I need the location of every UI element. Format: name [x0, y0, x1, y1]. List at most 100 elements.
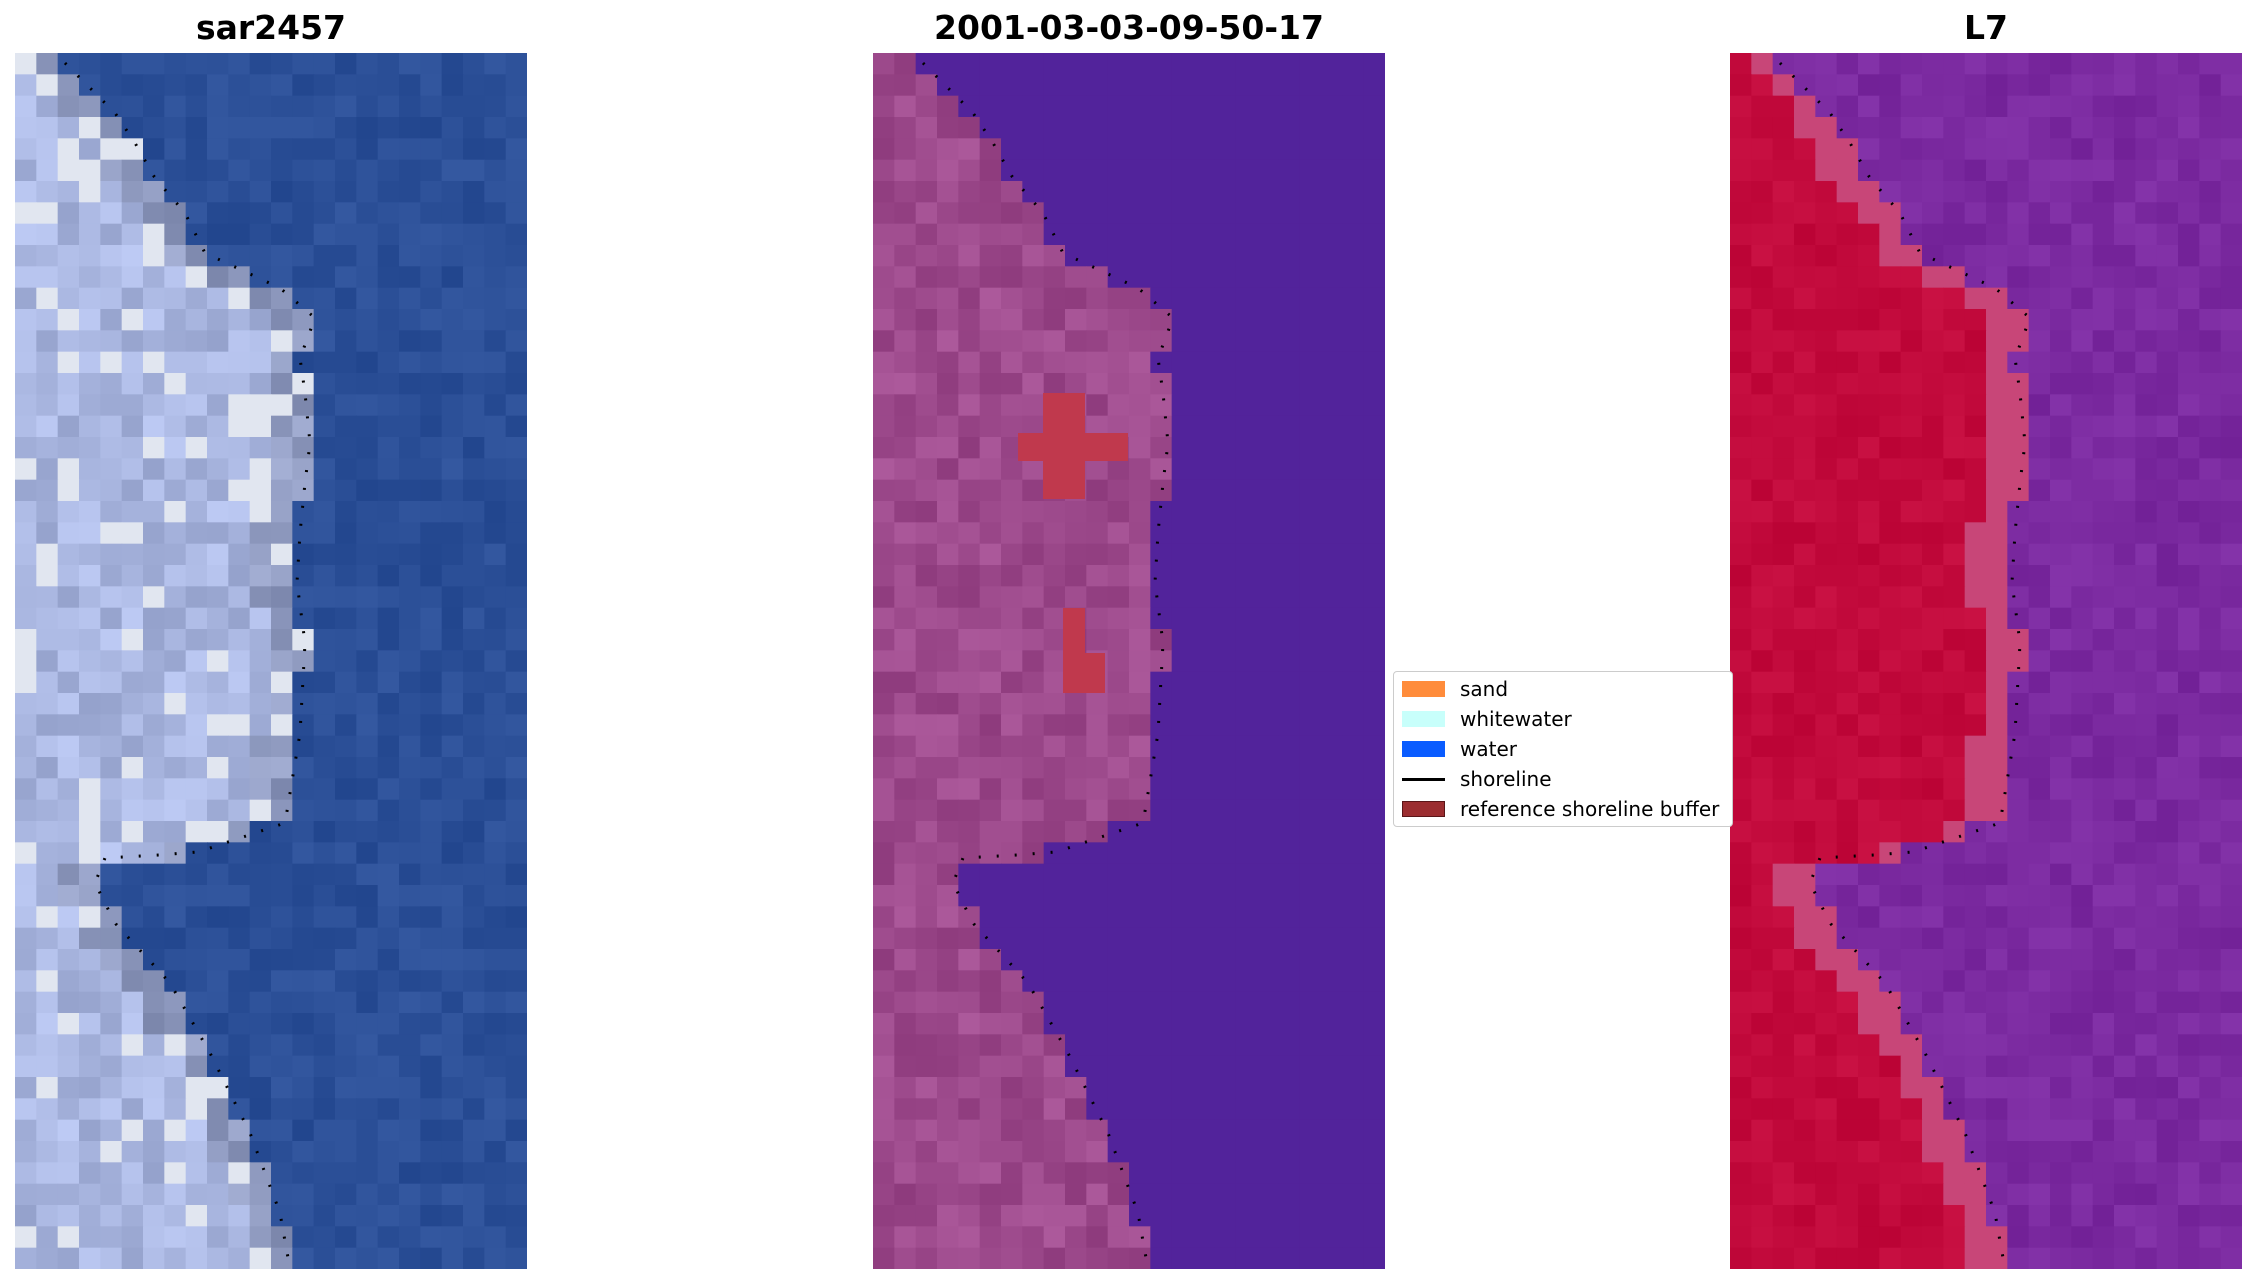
image-pixel [2135, 287, 2158, 310]
image-pixel [1363, 1055, 1385, 1078]
image-pixel [100, 842, 123, 865]
image-pixel [57, 74, 80, 97]
image-pixel [1922, 970, 1944, 993]
image-pixel [505, 586, 527, 609]
image-pixel [2092, 522, 2115, 545]
image-pixel [2028, 117, 2051, 139]
image-pixel [1900, 479, 1923, 502]
image-pixel [2114, 117, 2136, 139]
image-pixel [1129, 735, 1151, 758]
image-pixel [1278, 927, 1301, 950]
image-pixel [356, 970, 379, 993]
image-pixel [1858, 138, 1880, 161]
image-pixel [249, 1013, 272, 1035]
image-pixel [873, 991, 895, 1014]
image-pixel [894, 1077, 917, 1099]
image-pixel [2007, 415, 2030, 438]
image-pixel [1171, 202, 1194, 225]
image-pixel [979, 351, 1002, 374]
image-pixel [1214, 1226, 1237, 1249]
image-pixel [2007, 885, 2030, 907]
image-pixel [2178, 181, 2200, 203]
image-pixel [1943, 565, 1966, 587]
image-pixel [1235, 650, 1258, 673]
image-pixel [79, 970, 101, 993]
image-pixel [1922, 202, 1944, 225]
image-pixel [1922, 650, 1944, 673]
image-pixel [894, 351, 917, 374]
image-pixel [2007, 543, 2030, 566]
image-pixel [2114, 1013, 2136, 1035]
image-pixel [2156, 458, 2179, 481]
image-pixel [1964, 330, 1987, 353]
image-pixel [1129, 74, 1151, 97]
image-pixel [143, 223, 165, 246]
image-pixel [271, 1205, 293, 1227]
image-pixel [2114, 1162, 2136, 1185]
image-pixel [79, 1098, 101, 1121]
image-pixel [100, 693, 123, 715]
image-pixel [1043, 991, 1066, 1014]
image-pixel [2007, 735, 2030, 758]
image-pixel [1943, 799, 1966, 822]
image-pixel [2092, 565, 2115, 587]
image-pixel [36, 991, 59, 1014]
image-pixel [399, 949, 421, 971]
image-pixel [121, 778, 144, 801]
image-pixel [1815, 287, 1838, 310]
image-pixel [894, 906, 917, 929]
image-pixel [1943, 991, 1966, 1014]
image-pixel [1001, 927, 1023, 950]
image-pixel [207, 586, 229, 609]
image-pixel [228, 53, 251, 75]
image-pixel [335, 927, 357, 950]
image-pixel [1751, 1141, 1774, 1163]
image-pixel [463, 522, 485, 545]
image-pixel [1922, 309, 1944, 331]
image-pixel [228, 223, 251, 246]
image-pixel [420, 1205, 443, 1227]
image-pixel [143, 181, 165, 203]
image-pixel [15, 949, 37, 971]
image-pixel [1751, 181, 1774, 203]
image-pixel [1964, 778, 1987, 801]
image-pixel [484, 138, 507, 161]
image-pixel [36, 1162, 59, 1185]
image-pixel [2178, 309, 2200, 331]
image-pixel [271, 1013, 293, 1035]
image-pixel [1794, 927, 1816, 950]
image-pixel [1772, 1013, 1795, 1035]
image-pixel [79, 714, 101, 737]
image-pixel [1321, 501, 1343, 523]
image-pixel [2114, 159, 2136, 182]
image-pixel [164, 1162, 187, 1185]
image-pixel [2092, 159, 2115, 182]
image-pixel [399, 799, 421, 822]
image-pixel [484, 415, 507, 438]
image-pixel [2178, 1205, 2200, 1227]
image-pixel [1171, 757, 1194, 779]
image-pixel [100, 501, 123, 523]
image-pixel [143, 373, 165, 395]
image-pixel [15, 693, 37, 715]
image-pixel [356, 287, 379, 310]
image-pixel [121, 1162, 144, 1185]
image-pixel [1235, 693, 1258, 715]
image-pixel [57, 330, 80, 353]
image-pixel [249, 95, 272, 118]
image-pixel [356, 117, 379, 139]
image-pixel [164, 138, 187, 161]
image-pixel [1751, 351, 1774, 374]
image-pixel [1171, 1247, 1194, 1269]
image-pixel [2092, 885, 2115, 907]
image-pixel [484, 1077, 507, 1099]
image-pixel [1022, 863, 1045, 886]
image-pixel [937, 949, 959, 971]
image-pixel [979, 906, 1002, 929]
image-pixel [1299, 394, 1322, 417]
image-pixel [228, 479, 251, 502]
image-pixel [894, 821, 917, 843]
image-pixel [463, 351, 485, 374]
image-pixel [15, 842, 37, 865]
image-pixel [1321, 693, 1343, 715]
